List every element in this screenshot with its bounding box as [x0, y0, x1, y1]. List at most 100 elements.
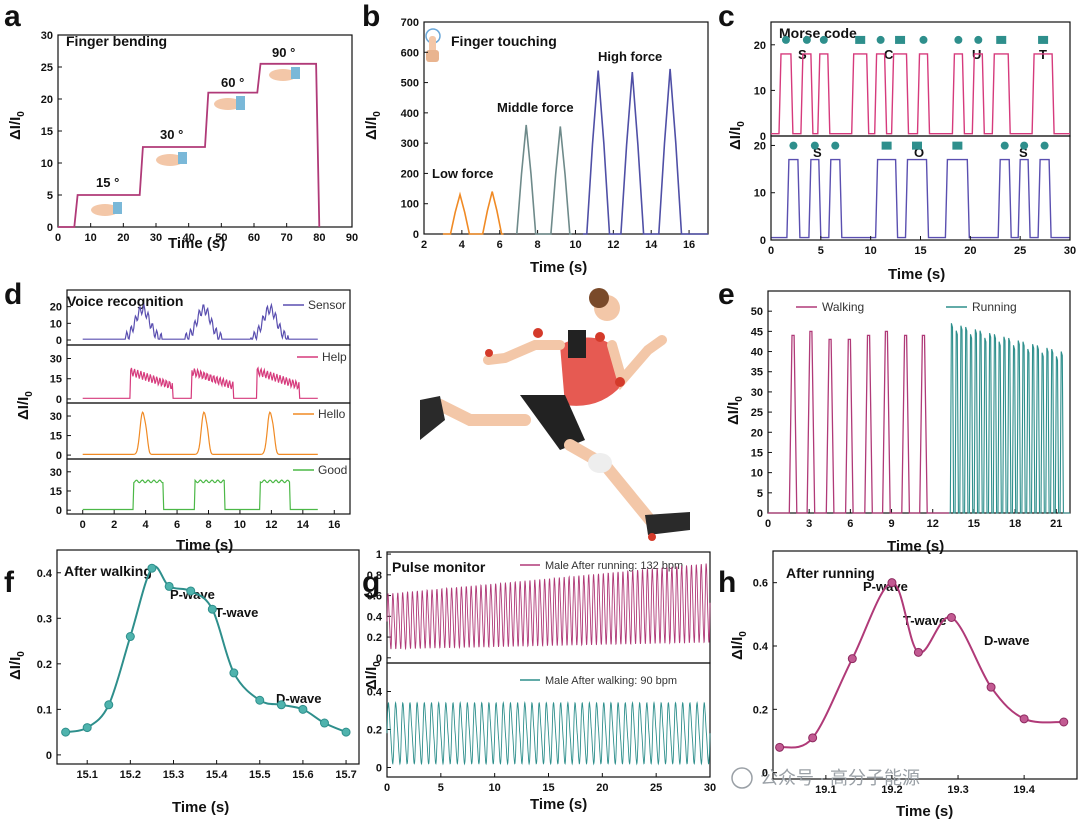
- d-legend-help: Help: [322, 350, 347, 364]
- c-title: Morse code: [779, 25, 857, 41]
- h-point: [913, 647, 923, 657]
- d-xtick-label: 2: [111, 519, 117, 531]
- b-xtick-label: 14: [645, 239, 658, 251]
- f-t-wave: T-wave: [215, 605, 258, 620]
- panel-d-help-frame: [66, 344, 351, 404]
- e-legend-walking: Walking: [822, 300, 864, 314]
- watermark-text: 公众号 · 高分子能源: [760, 768, 920, 788]
- panel-label-a: a: [4, 0, 21, 33]
- c0-ytick-label: 10: [754, 85, 766, 97]
- c-xtick-label: 15: [914, 245, 926, 257]
- watermark: 公众号 · 高分子能源: [731, 767, 920, 789]
- d-xtick-label: 14: [297, 519, 310, 531]
- b-xtick-label: 6: [497, 239, 503, 251]
- b-series-0: [442, 191, 504, 235]
- f-d-wave: D-wave: [276, 691, 322, 706]
- g0-ytick-label: 0.4: [367, 611, 383, 623]
- d3-ytick-label: 0: [56, 505, 62, 517]
- f-point: [341, 727, 351, 737]
- f-ylabel: ΔI/I0: [7, 651, 27, 680]
- c-dash-marker: [952, 141, 963, 150]
- a-title: Finger bending: [66, 33, 167, 49]
- f-point: [255, 695, 265, 705]
- h-point: [775, 742, 785, 752]
- g0-ytick-label: 0.6: [367, 591, 382, 603]
- panel-h-frame: [772, 550, 1078, 780]
- d2-ytick-label: 15: [50, 431, 62, 443]
- c-dot-marker: [789, 141, 798, 150]
- f-ytick-label: 0.3: [37, 613, 52, 625]
- f-title: After walking: [64, 563, 152, 579]
- e-ytick-label: 20: [751, 427, 763, 439]
- e-xtick-label: 18: [1009, 518, 1021, 530]
- b-xlabel: Time (s): [530, 259, 587, 276]
- d3-ytick-label: 30: [50, 467, 62, 479]
- g-title: Pulse monitor: [392, 559, 486, 575]
- h-xlabel: Time (s): [896, 803, 953, 820]
- e-xtick-label: 3: [806, 518, 812, 530]
- d3-ytick-label: 15: [50, 486, 62, 498]
- d-series-0: [82, 302, 318, 342]
- e-ytick-label: 25: [751, 407, 763, 419]
- d0-ytick-label: 10: [50, 318, 62, 330]
- h-ytick-label: 0.4: [753, 641, 769, 653]
- panel-label-d: d: [4, 278, 22, 311]
- panel-d-hello-frame: [66, 402, 351, 460]
- c-dot-marker: [781, 35, 790, 44]
- c-dot-marker: [819, 35, 828, 44]
- g-legend-walk: Male After walking: 90 bpm: [545, 675, 677, 687]
- b-ytick-label: 300: [401, 138, 419, 150]
- f-point: [125, 632, 135, 642]
- f-xtick-label: 15.6: [292, 769, 313, 781]
- c0-ytick-label: 0: [760, 131, 766, 143]
- c-letter-o: O: [914, 145, 924, 160]
- hand-icon: [91, 202, 122, 216]
- svg-text:ΔI/I0: ΔI/I0: [727, 121, 747, 150]
- d-xtick-label: 10: [234, 519, 246, 531]
- c-dash-marker: [881, 141, 892, 150]
- svg-text:ΔI/I0: ΔI/I0: [15, 391, 35, 420]
- c-letter-s3: S: [1019, 145, 1028, 160]
- e-running-line: [949, 323, 1070, 514]
- g1-ytick-label: 0: [376, 763, 382, 775]
- h-ytick-label: 0.6: [753, 578, 768, 590]
- c0-ytick-label: 20: [754, 40, 766, 52]
- runner-illustration: [420, 288, 690, 541]
- g-xtick-label: 15: [542, 782, 554, 794]
- g-xtick-label: 20: [596, 782, 608, 794]
- a-xtick-label: 20: [117, 232, 129, 244]
- f-ytick-label: 0.4: [37, 568, 53, 580]
- c-dot-marker: [974, 35, 983, 44]
- a-xtick-label: 10: [85, 232, 97, 244]
- panel-label-e: e: [718, 278, 735, 311]
- a-label-30: 30 °: [160, 127, 183, 142]
- h-title: After running: [786, 565, 875, 581]
- svg-text:ΔI/I0: ΔI/I0: [363, 661, 383, 690]
- g-xtick-label: 0: [384, 782, 390, 794]
- d1-ytick-label: 30: [50, 353, 62, 365]
- h-t-wave: T-wave: [903, 613, 946, 628]
- f-ytick-label: 0: [46, 750, 52, 762]
- c-dot-marker: [810, 141, 819, 150]
- c-dash-marker: [855, 35, 866, 44]
- h-ytick-label: 0.2: [753, 704, 768, 716]
- b-xtick-label: 2: [421, 239, 427, 251]
- c-series-0: [771, 53, 1070, 135]
- b-title: Finger touching: [451, 33, 557, 49]
- c-xtick-label: 10: [865, 245, 877, 257]
- c-dot-marker: [831, 141, 840, 150]
- b-ytick-label: 600: [401, 47, 419, 59]
- d2-ytick-label: 0: [56, 450, 62, 462]
- d2-ytick-label: 30: [50, 411, 62, 423]
- e-ytick-label: 40: [751, 347, 763, 359]
- panel-label-c: c: [718, 0, 735, 33]
- a-xtick-label: 70: [281, 232, 293, 244]
- g-xtick-label: 10: [489, 782, 501, 794]
- g-xtick-label: 25: [650, 782, 662, 794]
- svg-text:ΔI/I0: ΔI/I0: [725, 396, 745, 425]
- g-xtick-label: 30: [704, 782, 716, 794]
- h-point: [808, 733, 818, 743]
- c-dot-marker: [1000, 141, 1009, 150]
- a-xtick-label: 90: [346, 232, 358, 244]
